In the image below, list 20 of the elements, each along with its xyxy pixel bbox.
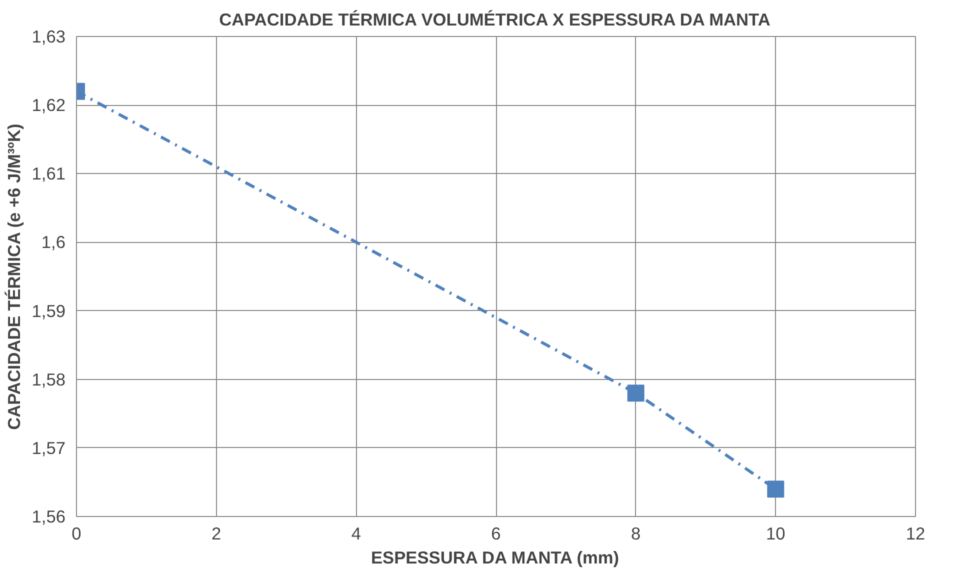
x-axis-title: ESPESSURA DA MANTA (mm) [371, 548, 620, 568]
x-tick-label: 6 [491, 524, 501, 544]
y-tick-label: 1,57 [32, 438, 66, 458]
y-tick-label: 1,58 [32, 369, 66, 390]
point [767, 480, 784, 498]
y-tick-label: 1,62 [32, 95, 66, 116]
x-tick-label: 0 [72, 524, 82, 544]
y-axis-title: CAPACIDADE TÉRMICA (e +6 J/M³ºK) [4, 124, 24, 430]
x-tick-label: 4 [351, 524, 362, 544]
y-tick-label: 1,59 [32, 300, 66, 321]
chart-title: CAPACIDADE TÉRMICA VOLUMÉTRICA X ESPESSURA DA MANTA [219, 10, 771, 30]
x-tick-label: 10 [766, 524, 786, 544]
y-tick-label: 1,61 [32, 164, 66, 184]
y-tick-label: 1,63 [32, 26, 66, 46]
y-tick-label: 1,6 [41, 232, 66, 252]
x-tick-label: 2 [212, 524, 222, 544]
x-tick-label: 12 [906, 524, 926, 544]
x-tick-label: 8 [631, 524, 641, 544]
point [627, 384, 644, 402]
y-tick-label: 1,56 [32, 506, 66, 526]
